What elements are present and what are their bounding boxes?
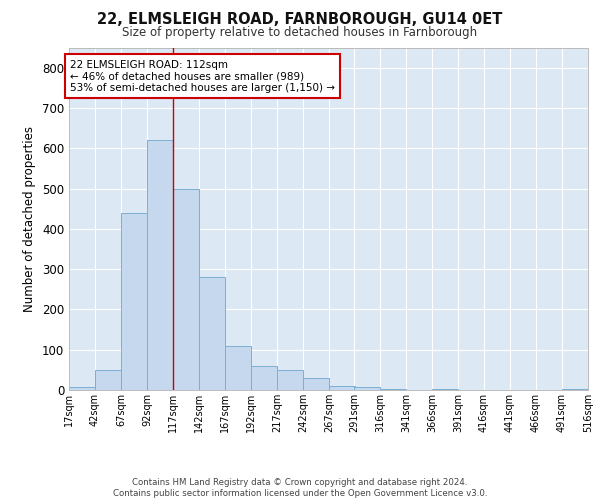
Y-axis label: Number of detached properties: Number of detached properties — [23, 126, 37, 312]
Bar — [251, 366, 277, 390]
Bar — [121, 212, 147, 390]
Text: Contains HM Land Registry data © Crown copyright and database right 2024.
Contai: Contains HM Land Registry data © Crown c… — [113, 478, 487, 498]
Bar — [432, 389, 458, 390]
Bar — [303, 378, 329, 390]
Text: 22 ELMSLEIGH ROAD: 112sqm
← 46% of detached houses are smaller (989)
53% of semi: 22 ELMSLEIGH ROAD: 112sqm ← 46% of detac… — [70, 60, 335, 93]
Text: 22, ELMSLEIGH ROAD, FARNBOROUGH, GU14 0ET: 22, ELMSLEIGH ROAD, FARNBOROUGH, GU14 0E… — [97, 12, 503, 28]
Bar — [354, 387, 380, 390]
Bar — [380, 389, 406, 390]
Bar — [562, 389, 588, 390]
Bar — [329, 386, 355, 390]
Bar — [225, 346, 251, 390]
Bar — [199, 277, 225, 390]
Text: Size of property relative to detached houses in Farnborough: Size of property relative to detached ho… — [122, 26, 478, 39]
Bar — [173, 188, 199, 390]
Bar — [147, 140, 173, 390]
Bar — [95, 370, 121, 390]
Bar — [277, 370, 303, 390]
Bar — [69, 387, 95, 390]
